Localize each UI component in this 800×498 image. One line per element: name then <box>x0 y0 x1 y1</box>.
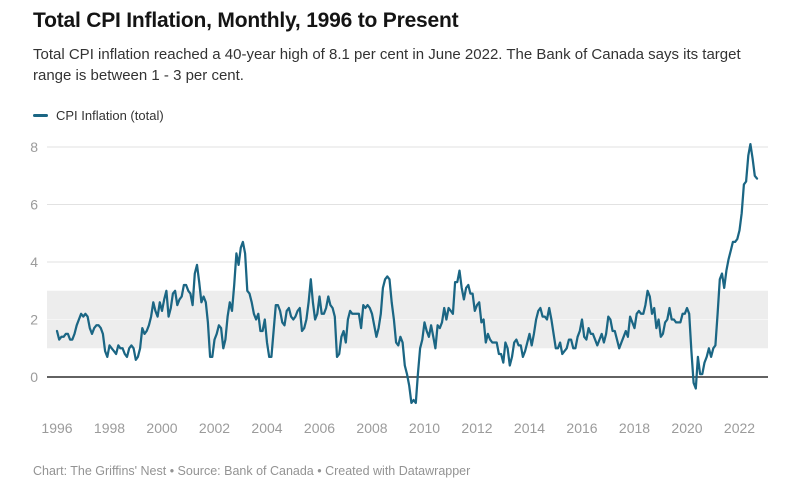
chart-footer: Chart: The Griffins' Nest • Source: Bank… <box>33 464 470 478</box>
svg-text:2016: 2016 <box>566 420 597 436</box>
svg-text:2014: 2014 <box>514 420 545 436</box>
svg-text:1996: 1996 <box>41 420 72 436</box>
svg-text:2: 2 <box>30 312 38 328</box>
svg-text:2018: 2018 <box>619 420 650 436</box>
datawrapper-link[interactable]: Datawrapper <box>398 464 471 478</box>
svg-text:2004: 2004 <box>251 420 282 436</box>
svg-text:4: 4 <box>30 254 38 270</box>
source-link[interactable]: Bank of Canada <box>224 464 314 478</box>
svg-text:0: 0 <box>30 369 38 385</box>
chart-title: Total CPI Inflation, Monthly, 1996 to Pr… <box>33 9 459 32</box>
cpi-line-chart: 0 2 4 6 8 1996 1998 2000 2002 2004 2006 2008 2010 201… <box>30 139 768 436</box>
legend: CPI Inflation (total) <box>33 108 164 123</box>
footer-credit-text: Chart: The Griffins' Nest • Source: <box>33 464 225 478</box>
svg-text:2012: 2012 <box>461 420 492 436</box>
footer-created-text: • Created with <box>313 464 399 478</box>
svg-text:2020: 2020 <box>671 420 702 436</box>
svg-text:2022: 2022 <box>724 420 755 436</box>
chart-subtitle: Total CPI inflation reached a 40-year hi… <box>33 46 741 84</box>
svg-text:2000: 2000 <box>146 420 177 436</box>
legend-label: CPI Inflation (total) <box>56 108 164 123</box>
svg-text:2008: 2008 <box>356 420 387 436</box>
svg-text:8: 8 <box>30 139 38 155</box>
legend-line-swatch <box>33 114 48 117</box>
svg-text:2010: 2010 <box>409 420 440 436</box>
svg-text:2006: 2006 <box>304 420 335 436</box>
svg-text:6: 6 <box>30 197 38 213</box>
svg-text:2002: 2002 <box>199 420 230 436</box>
svg-text:1998: 1998 <box>94 420 125 436</box>
